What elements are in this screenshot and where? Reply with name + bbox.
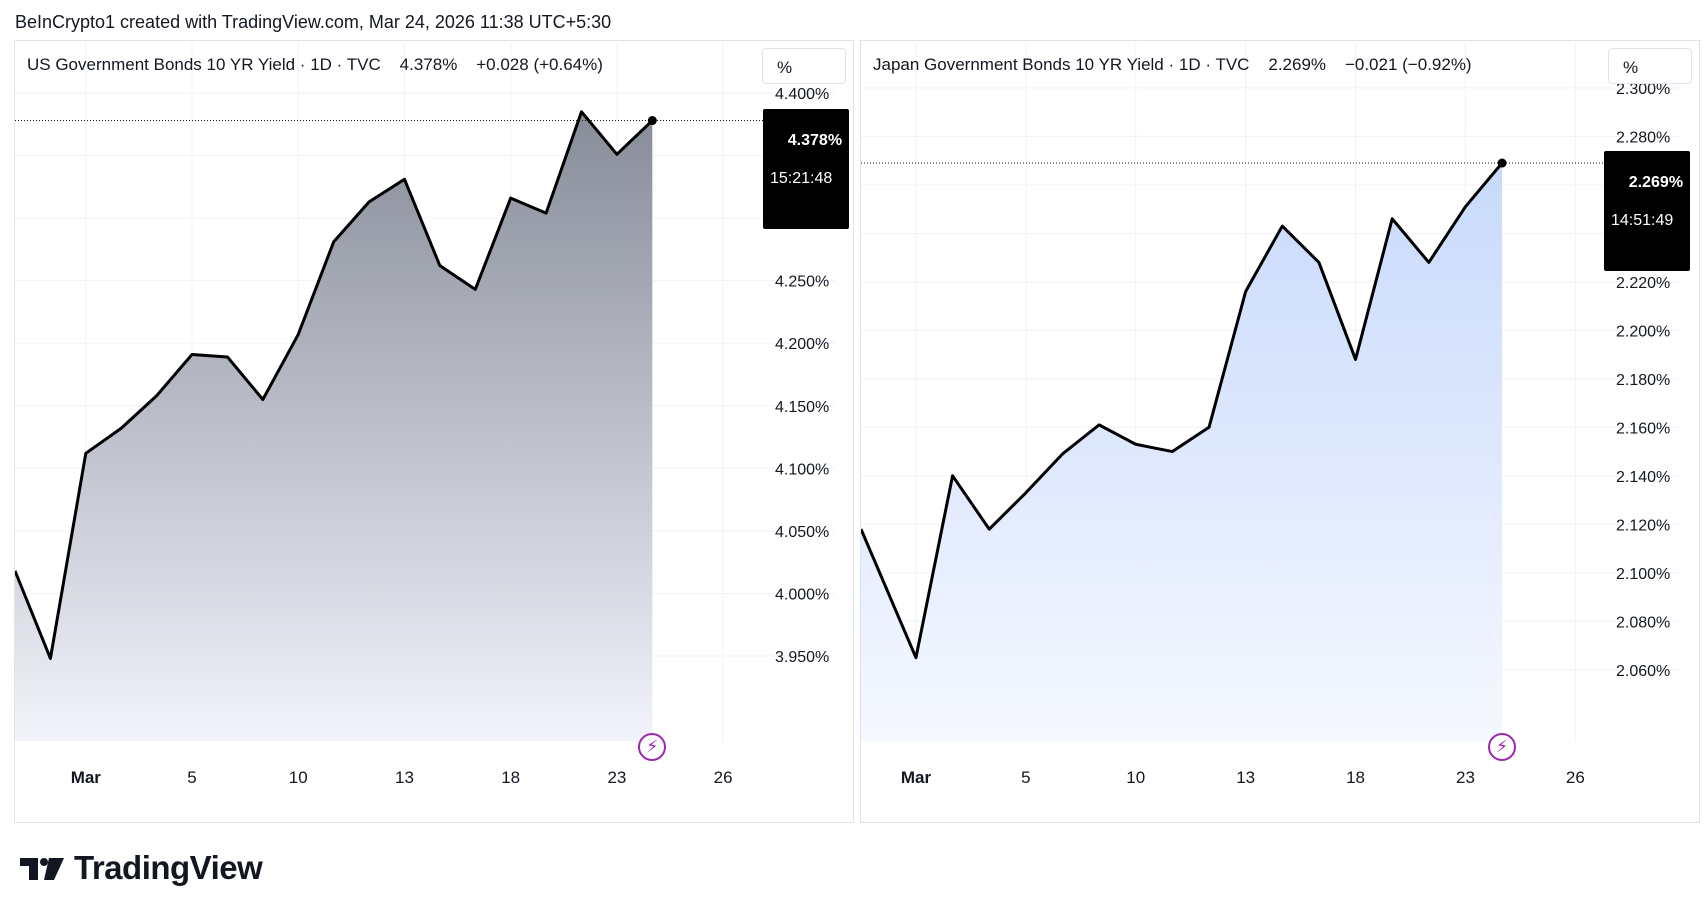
series-line: [15, 110, 654, 660]
legend-last-value: 4.378%: [399, 55, 458, 74]
y-tick-label: 3.950%: [775, 649, 829, 666]
japan-yield-chart: 2.060% 2.080% 2.100% 2.120% 2.140% 2.160% 2.18…: [861, 43, 1681, 787]
lightning-icon[interactable]: ⚡: [638, 733, 667, 761]
tradingview-footer: TradingView: [18, 848, 263, 888]
y-tick-label: 2.160%: [1616, 420, 1670, 437]
last-point-marker: [1497, 158, 1507, 168]
y-tick-label: 4.400%: [775, 86, 829, 103]
legend-title: Japan Government Bonds 10 YR Yield: [873, 55, 1164, 74]
x-tick-label: 23: [1456, 768, 1475, 787]
x-tick-label: 5: [1021, 768, 1030, 787]
y-tick-label: 4.250%: [775, 274, 829, 291]
y-tick-label: 2.060%: [1616, 663, 1670, 680]
legend-interval: 1D: [310, 55, 332, 74]
bar-countdown: 15:21:48: [770, 169, 833, 187]
x-tick-label: 5: [187, 768, 196, 787]
x-tick-label: 18: [501, 768, 520, 787]
tradingview-logo-icon: [20, 858, 64, 880]
us-yield-chart: 3.950% 4.000% 4.050% 4.100% 4.150% 4.200% 4.25…: [15, 43, 835, 787]
y-tick-label: 2.300%: [1616, 81, 1670, 98]
x-tick-label: 26: [1566, 768, 1585, 787]
series-area: [861, 163, 1503, 741]
legend-interval: 1D: [1178, 55, 1201, 74]
chart-legend: US Government Bonds 10 YR Yield · 1D · T…: [27, 55, 603, 74]
last-price-value: 2.269%: [1628, 174, 1684, 191]
x-tick-label: 18: [1346, 768, 1365, 787]
us-bond-chart-panel[interactable]: US Government Bonds 10 YR Yield · 1D · T…: [14, 40, 854, 823]
x-tick-label: Mar: [71, 768, 102, 787]
y-tick-label: 4.100%: [775, 461, 829, 478]
y-tick-label: 4.000%: [775, 586, 829, 603]
lightning-icon[interactable]: ⚡: [1488, 733, 1517, 761]
legend-source: TVC: [346, 55, 381, 74]
legend-change: −0.021 (−0.92%): [1344, 55, 1472, 74]
y-tick-label: 2.200%: [1616, 323, 1670, 340]
y-tick-label: 2.220%: [1616, 275, 1670, 292]
y-tick-label: 2.180%: [1616, 372, 1670, 389]
legend-last-value: 2.269%: [1268, 55, 1327, 74]
y-tick-label: 2.280%: [1616, 129, 1670, 146]
chart-legend: Japan Government Bonds 10 YR Yield · 1D …: [873, 55, 1472, 74]
x-tick-label: 13: [395, 768, 414, 787]
x-tick-label: 23: [607, 768, 626, 787]
unit-toggle-button[interactable]: %: [1608, 48, 1692, 84]
x-tick-label: 10: [1126, 768, 1145, 787]
bar-countdown: 14:51:49: [1611, 212, 1674, 229]
attribution-text: BeInCrypto1 created with TradingView.com…: [15, 12, 612, 32]
series-line: [861, 162, 1504, 660]
x-tick-label: Mar: [901, 768, 932, 787]
last-price-label: 2.269% 14:51:49: [1604, 151, 1691, 271]
last-price-label: 4.378% 15:21:48: [763, 108, 850, 229]
x-tick-label: 26: [714, 768, 733, 787]
y-tick-label: 4.200%: [775, 336, 829, 353]
unit-toggle-button[interactable]: %: [762, 48, 846, 84]
y-tick-label: 2.100%: [1616, 566, 1670, 583]
last-price-value: 4.378%: [787, 131, 843, 149]
x-tick-label: 13: [1236, 768, 1255, 787]
y-tick-label: 4.150%: [775, 399, 829, 416]
x-tick-label: 10: [289, 768, 308, 787]
y-tick-label: 2.120%: [1616, 517, 1670, 534]
legend-change: +0.028 (+0.64%): [476, 55, 603, 74]
series-area: [15, 111, 653, 742]
y-tick-label: 2.140%: [1616, 469, 1670, 486]
legend-title: US Government Bonds 10 YR Yield: [27, 55, 296, 74]
y-tick-label: 2.080%: [1616, 614, 1670, 631]
last-point-marker: [647, 116, 657, 126]
japan-bond-chart-panel[interactable]: Japan Government Bonds 10 YR Yield · 1D …: [860, 40, 1700, 823]
legend-source: TVC: [1215, 55, 1250, 74]
y-tick-label: 4.050%: [775, 524, 829, 541]
tradingview-brand: TradingView: [74, 849, 263, 886]
